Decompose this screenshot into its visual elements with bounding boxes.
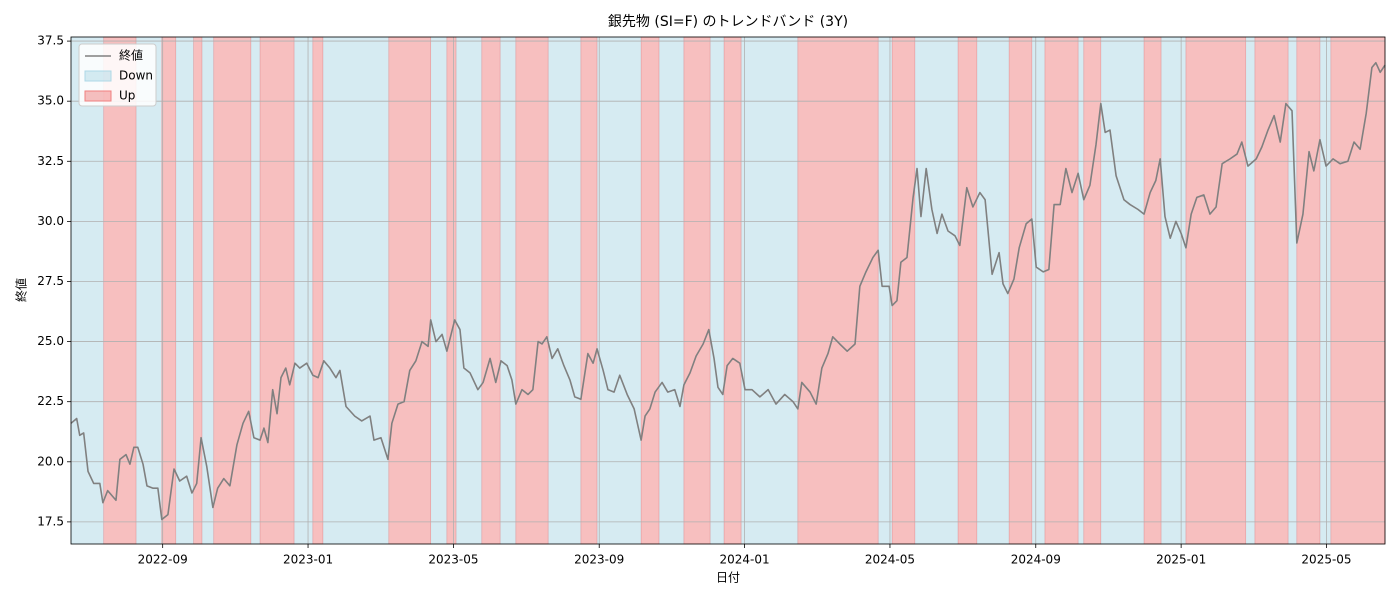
trend-band (891, 36, 916, 545)
trend-band (481, 36, 501, 545)
x-tick-label: 2023-05 (428, 553, 478, 567)
x-tick-label: 2024-01 (720, 553, 770, 567)
trend-band (103, 36, 137, 545)
x-tick-label: 2025-05 (1301, 553, 1351, 567)
trend-band (259, 36, 295, 545)
x-tick-label: 2024-05 (865, 553, 915, 567)
trend-band (312, 36, 324, 545)
x-tick-label: 2024-09 (1011, 553, 1061, 567)
trend-band (709, 36, 725, 545)
x-tick-label: 2022-09 (138, 553, 188, 567)
trend-band (161, 36, 177, 545)
trend-band (455, 36, 483, 545)
trend-band (1160, 36, 1187, 545)
trend-band (723, 36, 742, 545)
trend-band (388, 36, 432, 545)
trend-band (1044, 36, 1079, 545)
trend-band (322, 36, 390, 545)
trend-band (683, 36, 711, 545)
legend-label: Down (119, 69, 153, 83)
trend-band (250, 36, 261, 545)
trend-band (135, 36, 163, 545)
legend-patch (84, 70, 112, 82)
trend-band (1185, 36, 1247, 545)
y-tick-label: 27.5 (37, 274, 64, 288)
legend-label: Up (119, 89, 135, 103)
trend-band (1143, 36, 1162, 545)
y-tick-label: 20.0 (37, 454, 64, 468)
trend-band (430, 36, 448, 545)
trend-band (547, 36, 582, 545)
trend-band (914, 36, 959, 545)
plot-frame (70, 36, 1386, 545)
trend-band (1319, 36, 1332, 545)
legend-patch (84, 90, 112, 102)
y-tick-label: 35.0 (37, 94, 64, 108)
trend-band (1008, 36, 1033, 545)
trend-band (957, 36, 978, 545)
trend-band (1330, 36, 1386, 545)
x-axis-label: 日付 (716, 571, 740, 585)
x-tick-label: 2023-01 (283, 553, 333, 567)
trend-band (515, 36, 549, 545)
trend-band (976, 36, 1010, 545)
trend-band (1100, 36, 1145, 545)
trend-band (1245, 36, 1256, 545)
trend-band (580, 36, 598, 545)
y-axis-label: 終値 (14, 278, 29, 302)
trend-band (1083, 36, 1102, 545)
trend-band (596, 36, 642, 545)
trend-band (740, 36, 799, 545)
trend-band (1254, 36, 1289, 545)
trend-band (201, 36, 215, 545)
trend-band (1077, 36, 1085, 545)
trend-band (1031, 36, 1046, 545)
price-line (70, 61, 1386, 521)
trend-band (1296, 36, 1321, 545)
y-tick-label: 32.5 (37, 154, 64, 168)
trend-band (446, 36, 457, 545)
y-tick-label: 17.5 (37, 514, 64, 528)
y-tick-label: 30.0 (37, 214, 64, 228)
y-tick-label: 37.5 (37, 34, 64, 48)
y-tick-label: 25.0 (37, 334, 64, 348)
chart-title: 銀先物 (SI=F) のトレンドバンド (3Y) (608, 14, 848, 30)
trend-band (658, 36, 685, 545)
trend-band (797, 36, 879, 545)
trend-band (175, 36, 194, 545)
trend-band (499, 36, 517, 545)
trend-band (213, 36, 252, 545)
trend-band (640, 36, 660, 545)
trend-band (293, 36, 314, 545)
legend-label: 終値 (119, 48, 143, 63)
y-tick-label: 22.5 (37, 394, 64, 408)
x-tick-label: 2025-01 (1156, 553, 1206, 567)
x-tick-label: 2023-09 (574, 553, 624, 567)
